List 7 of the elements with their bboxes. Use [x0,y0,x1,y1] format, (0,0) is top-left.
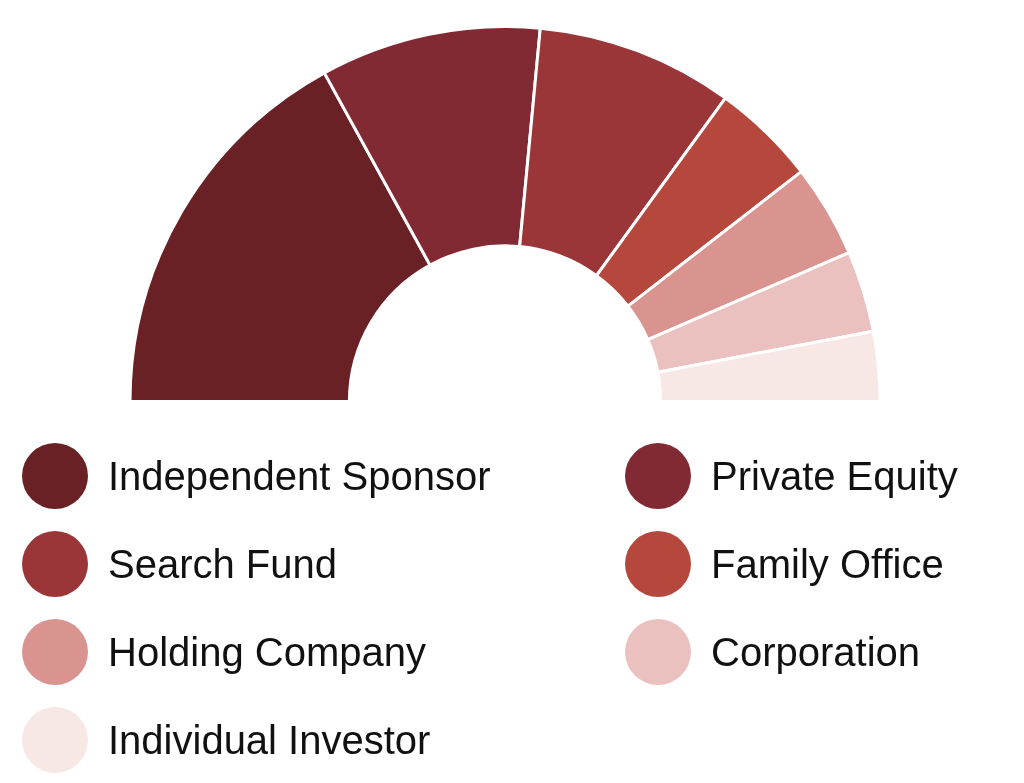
legend-label: Search Fund [108,541,338,587]
legend-label: Individual Investor [108,717,431,763]
legend-label: Independent Sponsor [108,453,491,499]
legend-label: Family Office [711,541,944,587]
legend-label: Private Equity [711,453,958,499]
legend-label: Corporation [711,629,921,675]
legend-label: Holding Company [108,629,426,675]
